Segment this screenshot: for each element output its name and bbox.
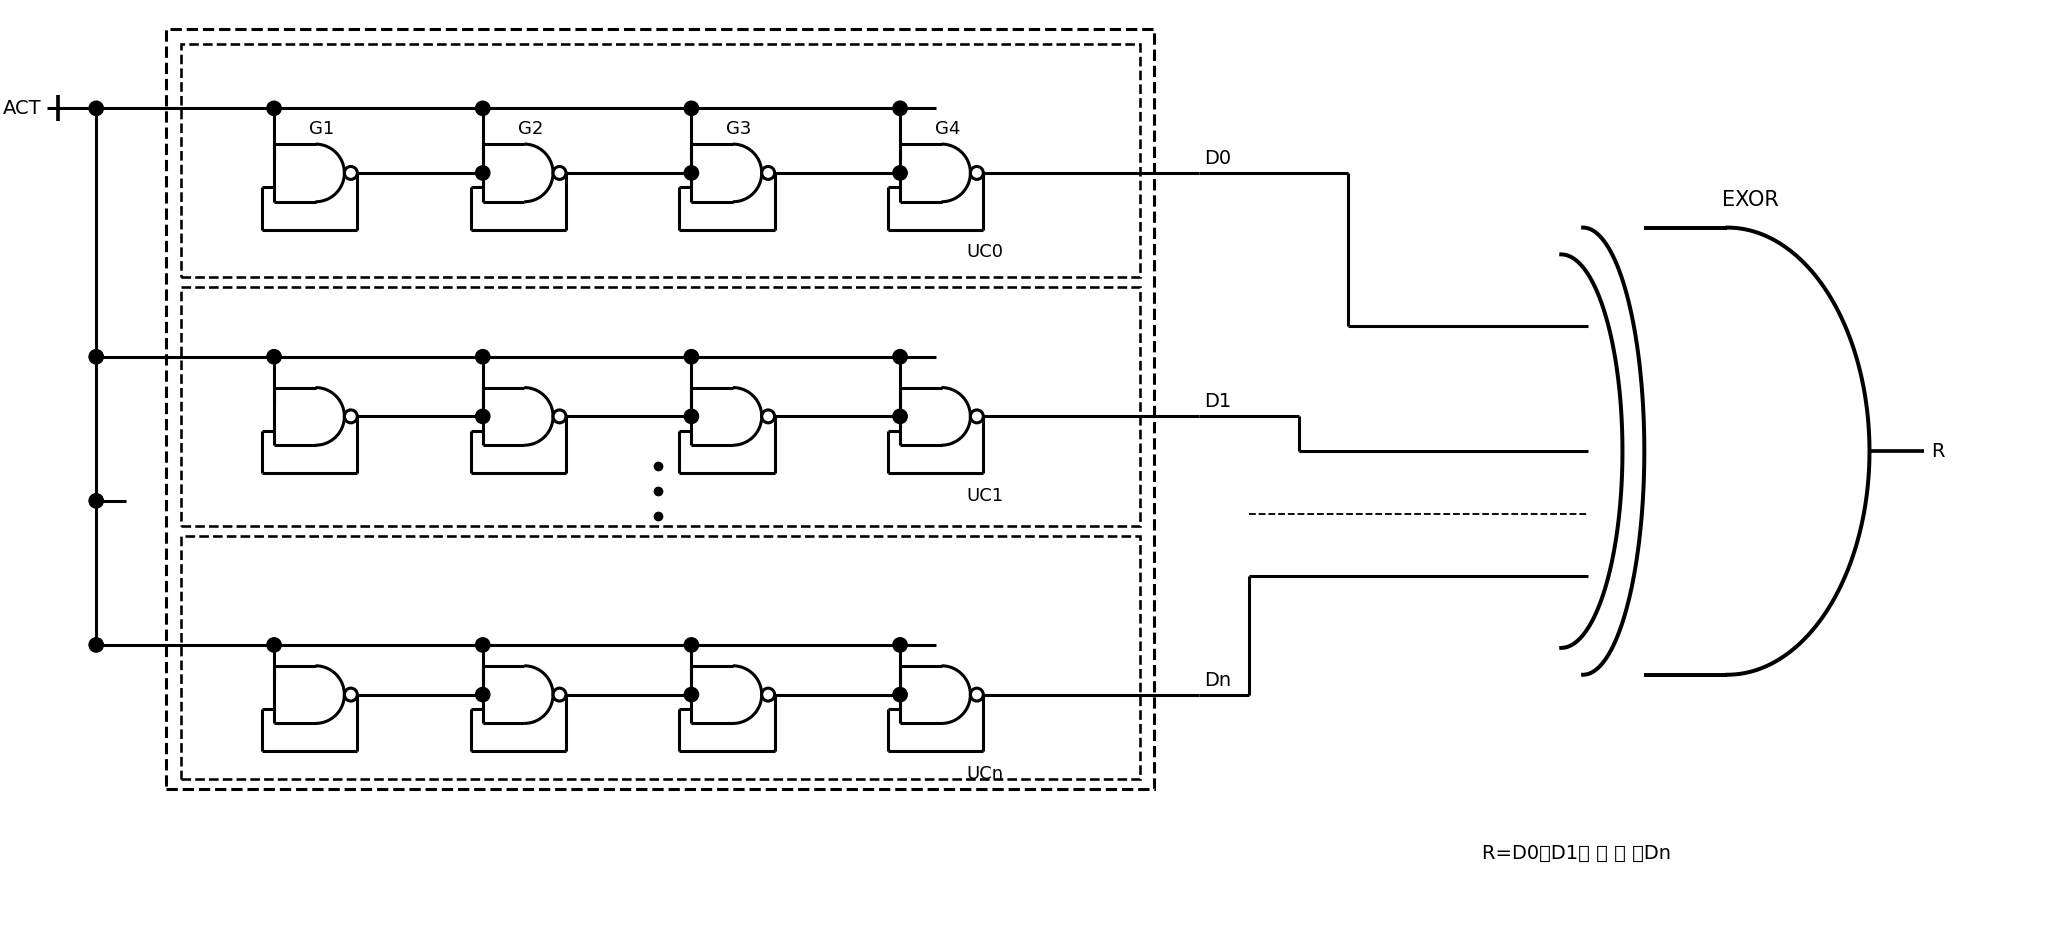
Circle shape [476,101,491,115]
Circle shape [267,101,282,115]
Circle shape [683,101,698,115]
Text: D0: D0 [1203,149,1232,168]
Circle shape [267,350,282,364]
Text: UC1: UC1 [967,487,1004,505]
Circle shape [89,101,104,115]
Circle shape [476,688,491,702]
Bar [180,287,1139,526]
Circle shape [971,166,984,180]
Bar [180,535,1139,779]
Circle shape [683,688,698,702]
Text: Dn: Dn [1203,670,1232,689]
Bar [180,44,1139,278]
Circle shape [893,409,907,423]
Text: ACT: ACT [2,99,41,118]
Bar [166,29,1154,789]
Circle shape [893,101,907,115]
Circle shape [344,689,358,701]
Circle shape [89,638,104,652]
Circle shape [476,638,491,652]
Circle shape [344,410,358,423]
Circle shape [476,409,491,423]
Text: G1: G1 [309,120,333,138]
Text: UC0: UC0 [967,243,1004,262]
Circle shape [762,166,775,180]
Text: G4: G4 [936,120,961,138]
Circle shape [762,410,775,423]
Circle shape [893,165,907,180]
Circle shape [89,494,104,508]
Circle shape [683,350,698,364]
Circle shape [683,638,698,652]
Circle shape [893,350,907,364]
Text: R: R [1930,441,1945,460]
Text: EXOR: EXOR [1723,189,1779,209]
Circle shape [893,688,907,702]
Circle shape [476,165,491,180]
Text: D1: D1 [1203,393,1232,412]
Circle shape [553,166,565,180]
Circle shape [683,165,698,180]
Circle shape [683,409,698,423]
Circle shape [553,689,565,701]
Circle shape [89,350,104,364]
Circle shape [971,410,984,423]
Circle shape [893,638,907,652]
Circle shape [267,638,282,652]
Text: G3: G3 [727,120,752,138]
Circle shape [762,689,775,701]
Circle shape [553,410,565,423]
Circle shape [344,166,358,180]
Circle shape [971,689,984,701]
Circle shape [476,350,491,364]
Text: G2: G2 [518,120,543,138]
Text: UCn: UCn [967,766,1004,784]
Text: R=D0＊D1＊ ・ ・ ＊Dn: R=D0＊D1＊ ・ ・ ＊Dn [1483,844,1671,864]
